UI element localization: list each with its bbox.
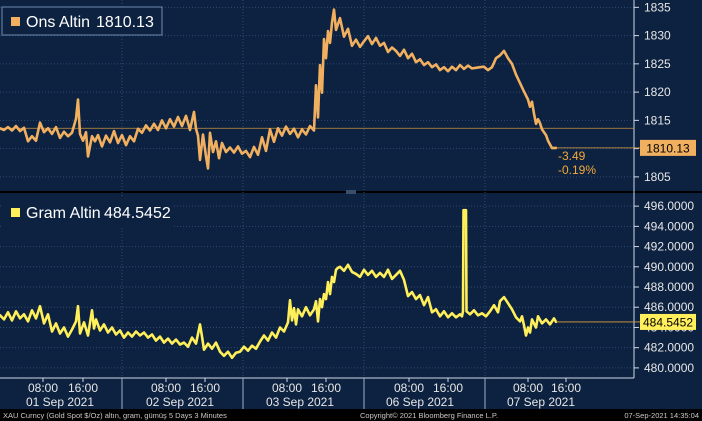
x-time-label-7: 16:00 [433, 381, 463, 395]
x-date-label-2: 03 Sep 2021 [266, 395, 334, 409]
ons-series-line [0, 8, 558, 170]
ons-altin-panel: 18051810181518201825183018351810.13-3.49… [0, 0, 696, 184]
ons-ytick-label-4: 1825 [644, 57, 671, 71]
ons-ytick-label-6: 1835 [644, 0, 671, 14]
gram-ytick-label-4: 488.0000 [644, 280, 694, 294]
gram-ytick-label-1: 482.0000 [644, 341, 694, 355]
ons-legend-name: Ons Altin [26, 14, 90, 31]
footer-timestamp-text: 07-Sep-2021 14:35:04 [624, 411, 699, 420]
gram-ytick-label-0: 480.0000 [644, 361, 694, 375]
ons-ytick-label-2: 1815 [644, 113, 671, 127]
ons-ytick-label-5: 1830 [644, 29, 671, 43]
x-time-label-5: 16:00 [311, 381, 341, 395]
yellow-line-icon [11, 208, 20, 217]
x-date-label-4: 07 Sep 2021 [507, 395, 575, 409]
x-time-label-4: 08:00 [272, 381, 302, 395]
ons-change-abs: -3.49 [558, 149, 586, 163]
ons-altin-legend[interactable]: Ons Altin 1810.13 [1, 6, 163, 36]
orange-line-icon [11, 17, 20, 26]
x-time-label-1: 16:00 [68, 381, 98, 395]
gram-legend-box [2, 198, 174, 227]
footer: XAU Curncy (Gold Spot $/Oz) altın, gram,… [0, 409, 702, 421]
x-time-label-2: 08:00 [151, 381, 181, 395]
gram-altin-panel: 480.0000482.0000484.0000486.0000488.0000… [0, 199, 696, 375]
gram-altin-legend[interactable]: Gram Altin 484.5452 [2, 198, 174, 227]
x-axis: 08:00 16:00 08:00 16:00 08:00 16:00 08:00 16:00… [0, 377, 634, 409]
x-date-label-0: 01 Sep 2021 [26, 395, 94, 409]
ons-legend-box [1, 6, 163, 36]
x-time-label-6: 08:00 [394, 381, 424, 395]
gram-ytick-label-7: 494.0000 [644, 219, 694, 233]
ons-change-pct: -0.19% [558, 163, 596, 177]
gram-ytick-label-8: 496.0000 [644, 199, 694, 213]
x-time-label-3: 16:00 [190, 381, 220, 395]
gram-ytick-label-3: 486.0000 [644, 300, 694, 314]
ons-last-value-tag-text: 1810.13 [646, 141, 690, 155]
ons-ytick-label-0: 1805 [644, 170, 671, 184]
footer-bar [0, 409, 702, 421]
x-time-label-9: 16:00 [551, 381, 581, 395]
gram-ytick-label-5: 490.0000 [644, 260, 694, 274]
footer-left-text: XAU Curncy (Gold Spot $/Oz) altın, gram,… [3, 411, 227, 420]
x-time-label-8: 08:00 [513, 381, 543, 395]
x-date-label-1: 02 Sep 2021 [146, 395, 214, 409]
gram-legend-value: 484.5452 [104, 205, 171, 222]
gram-last-value-tag [640, 313, 696, 330]
footer-copyright-text: Copyright© 2021 Bloomberg Finance L.P. [360, 411, 498, 420]
ons-legend-value: 1810.13 [96, 14, 154, 31]
x-date-label-3: 06 Sep 2021 [386, 395, 454, 409]
panel-divider-handle [346, 190, 356, 194]
gram-ytick-label-6: 492.0000 [644, 240, 694, 254]
x-time-label-0: 08:00 [28, 381, 58, 395]
gram-legend-name: Gram Altin [26, 205, 101, 222]
gram-series-line [0, 208, 558, 360]
gram-last-value-tag-text: 484.5452 [643, 315, 693, 329]
ons-last-value-tag [640, 139, 696, 156]
ons-ytick-label-3: 1820 [644, 85, 671, 99]
